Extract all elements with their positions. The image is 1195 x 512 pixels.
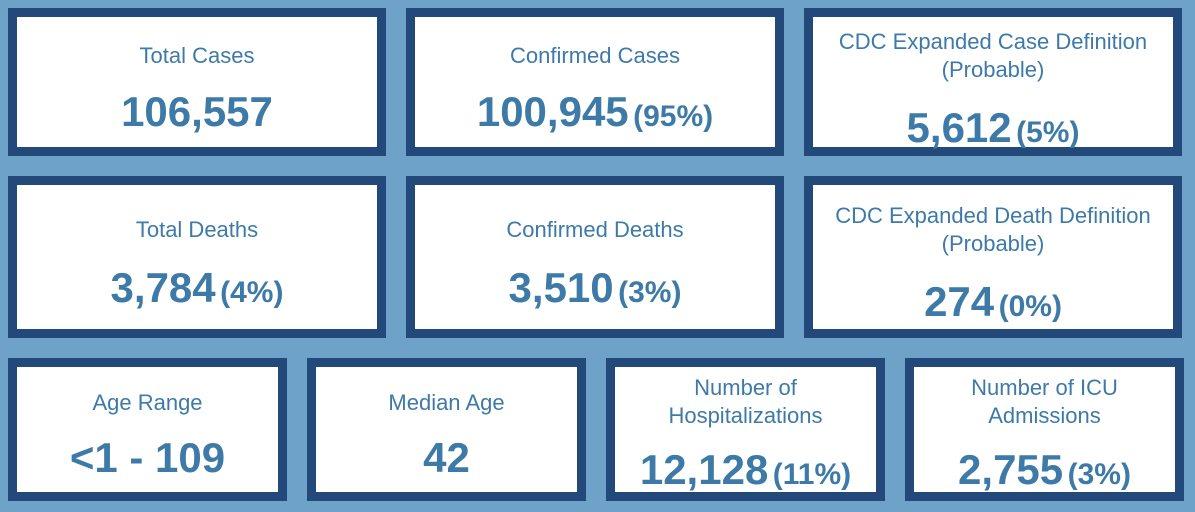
card-label-line: CDC Expanded Case Definition — [838, 29, 1148, 54]
card-value: 3,784 — [110, 264, 216, 311]
card-percent: (3%) — [618, 276, 682, 309]
card-value: <1 - 109 — [69, 434, 226, 481]
card-value-line: 42 — [316, 434, 577, 492]
card-label-line: Total Cases — [139, 43, 255, 68]
card-icu-admissions: Number of ICU Admissions 2,755 (3%) — [905, 358, 1184, 501]
card-value: 2,755 — [958, 446, 1064, 493]
card-label: CDC Expanded Case Definition (Probable) — [813, 28, 1173, 84]
card-value: 106,557 — [121, 88, 273, 135]
card-label-line: Confirmed Cases — [510, 43, 680, 68]
card-percent: (0%) — [998, 290, 1062, 323]
card-median-age: Median Age 42 — [307, 358, 586, 501]
card-label-line: CDC Expanded Death Definition — [835, 203, 1151, 228]
card-value-line: 100,945 (95%) — [415, 88, 775, 146]
card-confirmed-deaths: Confirmed Deaths 3,510 (3%) — [406, 176, 784, 338]
card-value: 12,128 — [639, 446, 769, 493]
card-total-deaths: Total Deaths 3,784 (4%) — [8, 176, 386, 338]
card-value: 100,945 — [476, 88, 629, 135]
card-percent: (4%) — [220, 276, 284, 309]
card-value-line: 3,784 (4%) — [17, 264, 377, 322]
card-label-line: Admissions — [988, 403, 1101, 428]
card-probable-deaths: CDC Expanded Death Definition (Probable)… — [804, 176, 1182, 338]
card-total-cases: Total Cases 106,557 — [8, 8, 386, 156]
card-value-line: 12,128 (11%) — [615, 446, 876, 504]
card-label-line: Number of ICU — [971, 375, 1118, 400]
card-label: Number of Hospitalizations — [615, 374, 876, 430]
card-label-line: (Probable) — [941, 231, 1045, 256]
card-value-line: <1 - 109 — [17, 434, 278, 492]
card-label-line: (Probable) — [941, 57, 1045, 82]
card-value-line: 3,510 (3%) — [415, 264, 775, 322]
card-label: Total Deaths — [17, 216, 377, 244]
card-value-line: 274 (0%) — [813, 278, 1173, 336]
card-label: Number of ICU Admissions — [914, 374, 1175, 430]
card-label: Confirmed Cases — [415, 42, 775, 70]
card-age-range: Age Range <1 - 109 — [8, 358, 287, 501]
card-label-line: Total Deaths — [135, 217, 259, 242]
card-label: CDC Expanded Death Definition (Probable) — [813, 202, 1173, 258]
card-label-line: Confirmed Deaths — [506, 217, 684, 242]
card-percent: (95%) — [633, 100, 714, 133]
card-percent: (5%) — [1016, 116, 1080, 149]
card-value-line: 106,557 — [17, 88, 377, 146]
card-label-line: Age Range — [92, 390, 203, 415]
card-value: 42 — [423, 434, 470, 481]
card-value-line: 5,612 (5%) — [813, 104, 1173, 162]
card-value: 5,612 — [906, 104, 1012, 151]
card-value: 3,510 — [508, 264, 614, 311]
card-hospitalizations: Number of Hospitalizations 12,128 (11%) — [606, 358, 885, 501]
card-label-line: Number of — [694, 375, 797, 400]
card-label: Age Range — [17, 389, 278, 417]
card-percent: (11%) — [772, 458, 852, 491]
card-probable-cases: CDC Expanded Case Definition (Probable) … — [804, 8, 1182, 156]
card-value: 274 — [924, 278, 995, 325]
card-label-line: Median Age — [388, 390, 505, 415]
card-value-line: 2,755 (3%) — [914, 446, 1175, 504]
card-confirmed-cases: Confirmed Cases 100,945 (95%) — [406, 8, 784, 156]
card-label: Confirmed Deaths — [415, 216, 775, 244]
card-percent: (3%) — [1067, 458, 1131, 491]
card-label: Median Age — [316, 389, 577, 417]
card-label-line: Hospitalizations — [668, 403, 823, 428]
card-label: Total Cases — [17, 42, 377, 70]
